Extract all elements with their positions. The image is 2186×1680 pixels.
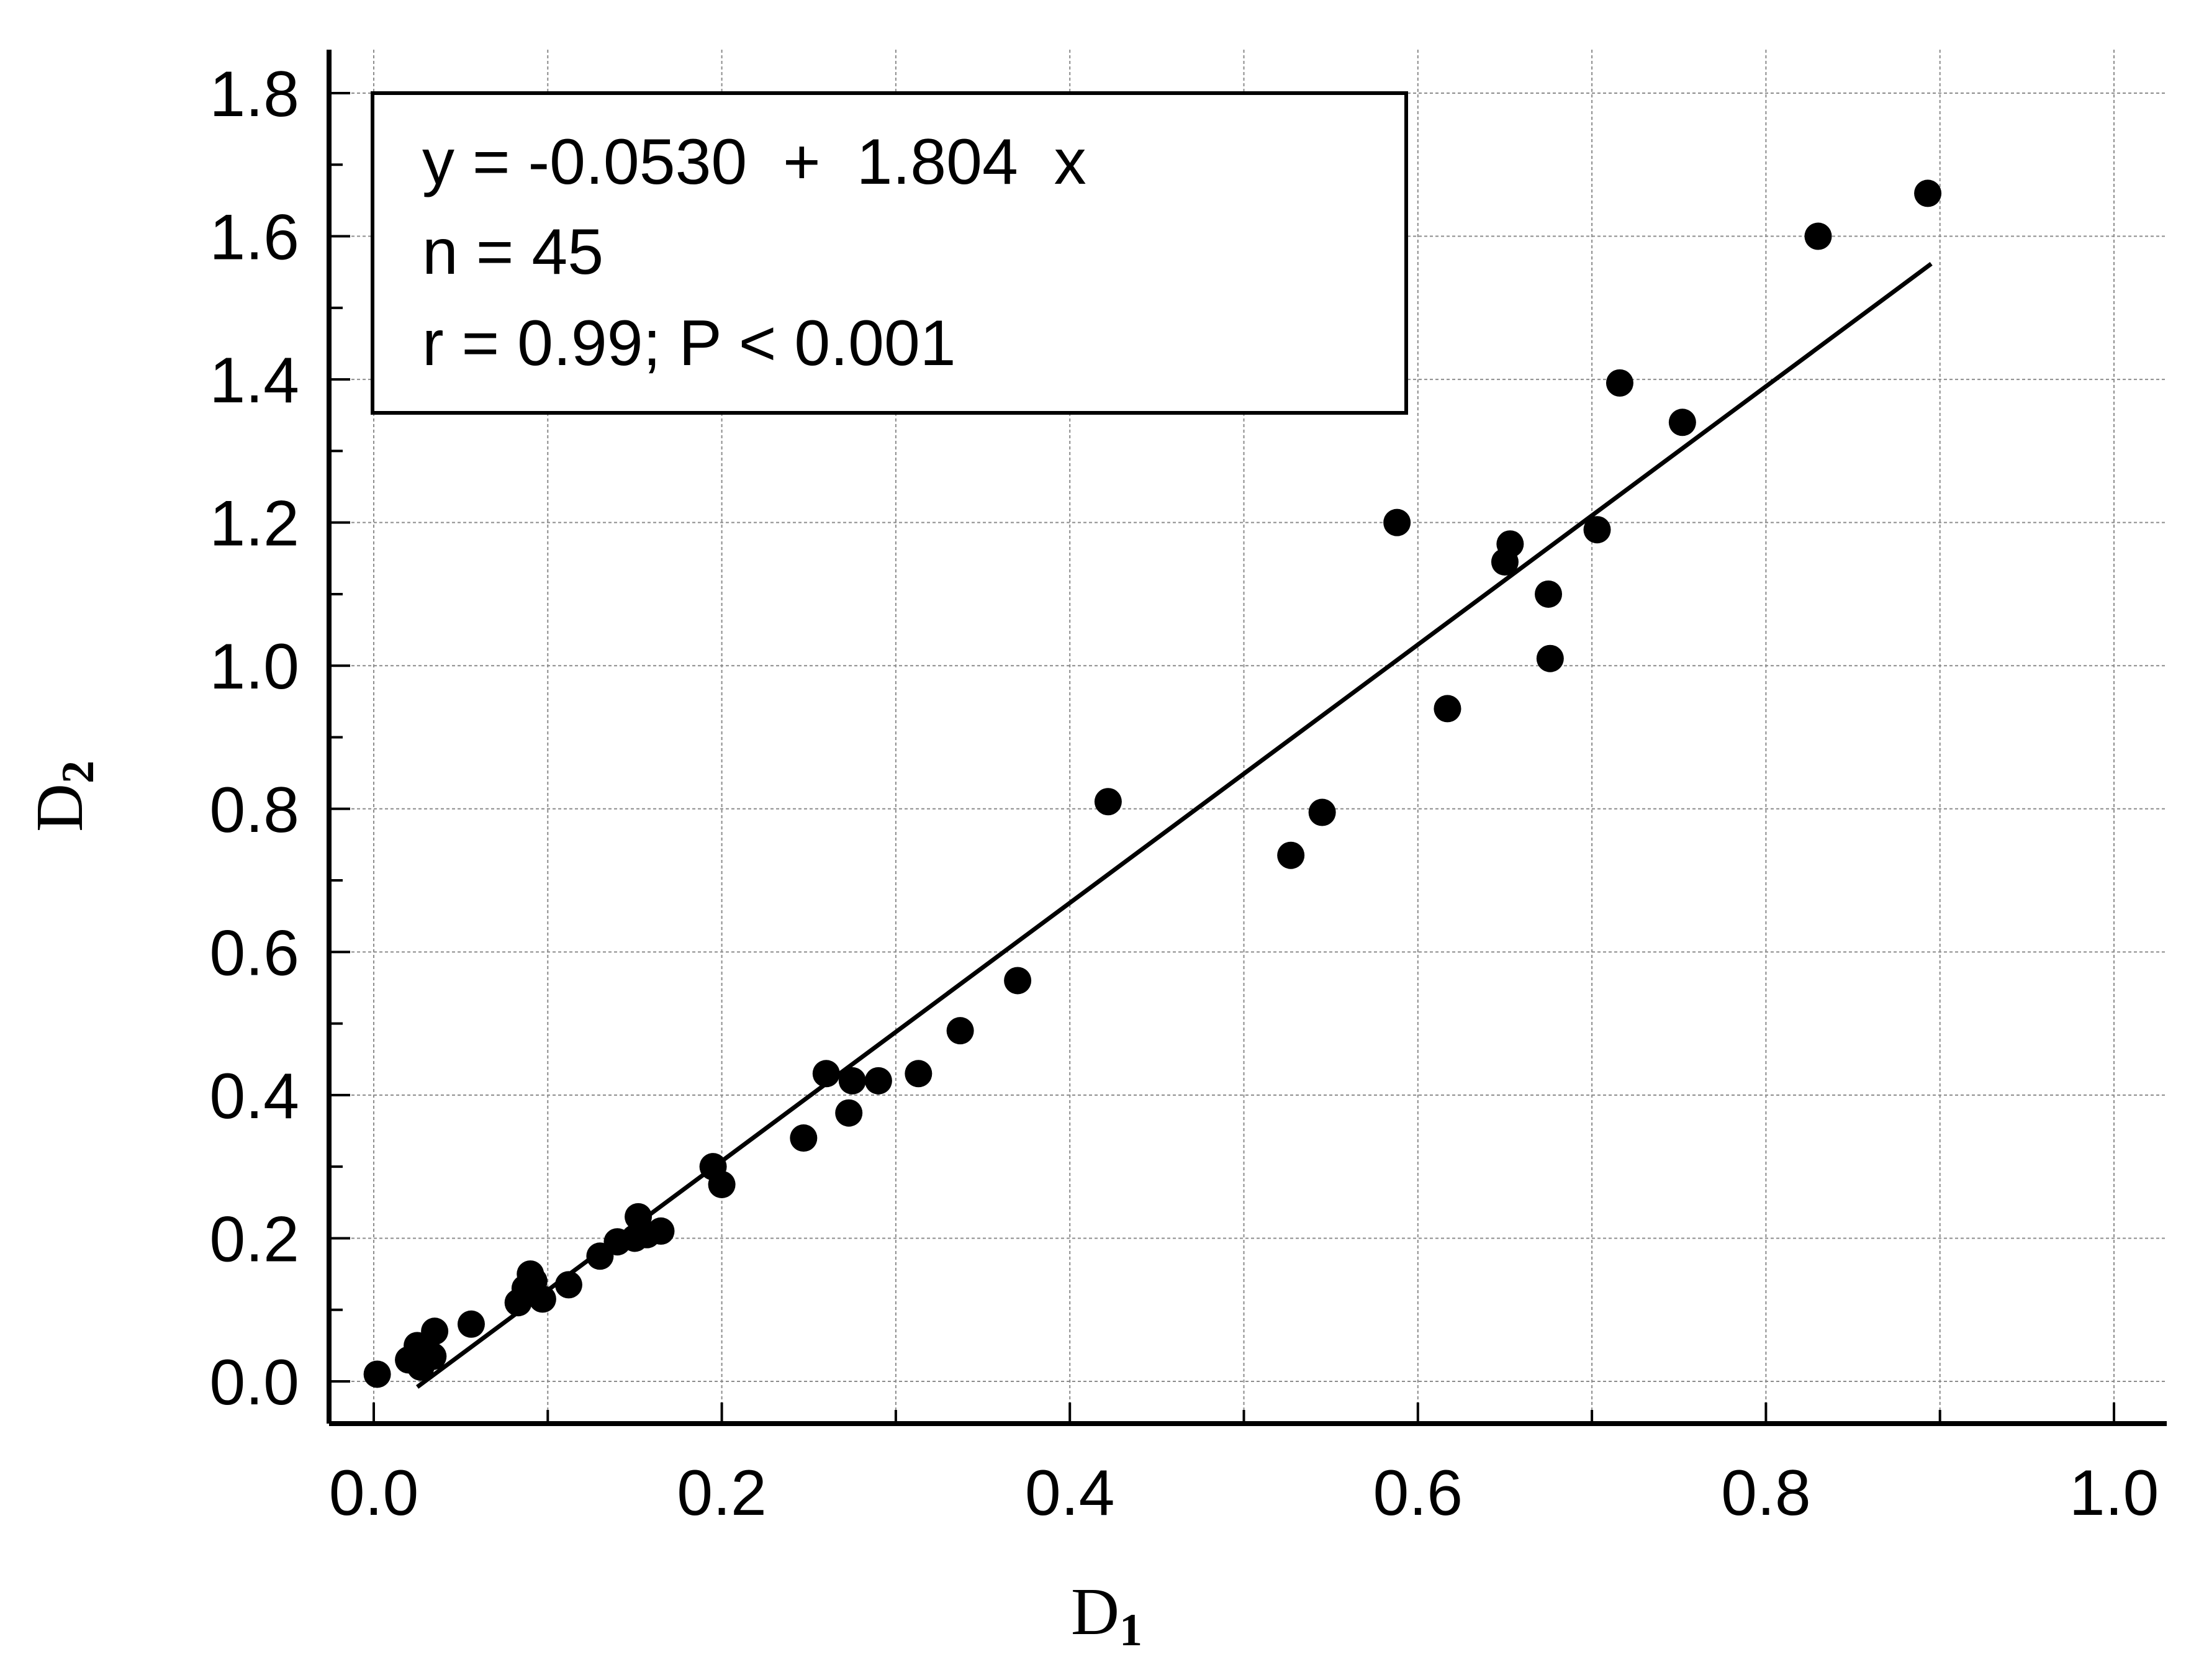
tick-labels: 0.0 0.2 0.4 0.6 0.8 1.0 0.0 0.2 0.4 0.6 0.8 1.0 1.2 1… [209, 58, 2159, 1529]
data-point [1535, 580, 1563, 608]
data-point [457, 1310, 485, 1338]
annotation-frame [371, 91, 1408, 415]
data-point [1804, 222, 1832, 250]
data-point [1536, 644, 1564, 672]
x-tick-label: 0.6 [1373, 1457, 1463, 1529]
correlation-line: r = 0.99; P < 0.001 [422, 307, 956, 379]
data-point [1277, 841, 1305, 869]
x-axis-title: D1 [1071, 1575, 1142, 1656]
data-point [864, 1067, 892, 1095]
data-point [1094, 788, 1122, 816]
data-point [528, 1285, 556, 1313]
data-point [790, 1124, 818, 1152]
data-point [554, 1271, 582, 1299]
y-tick-label: 0.8 [209, 774, 299, 846]
equation-line: y = -0.0530 + 1.804 x [422, 126, 1086, 198]
sample-size-line: n = 45 [422, 216, 603, 288]
data-point [812, 1060, 840, 1088]
x-tick-label: 0.0 [329, 1457, 419, 1529]
data-point [1606, 369, 1633, 397]
x-tick-label: 0.2 [677, 1457, 767, 1529]
axes [327, 50, 2167, 1426]
x-tick-label: 1.0 [2069, 1457, 2159, 1529]
y-tick-label: 1.6 [209, 202, 299, 274]
data-point [946, 1017, 974, 1045]
data-point [1496, 530, 1524, 558]
data-point [419, 1342, 447, 1370]
data-point [1434, 695, 1461, 723]
x-tick-label: 0.4 [1025, 1457, 1115, 1529]
y-tick-label: 1.4 [209, 345, 299, 417]
y-tick-label: 1.2 [209, 488, 299, 560]
regression-annotation-box: y = -0.0530 + 1.804 x n = 45 r = 0.99; P… [371, 91, 1408, 415]
data-point [421, 1317, 449, 1345]
x-tick-label: 0.8 [1721, 1457, 1811, 1529]
regression-line [415, 262, 1933, 1389]
y-tick-label: 0.4 [209, 1060, 299, 1132]
y-tick-label: 0.6 [209, 917, 299, 989]
y-tick-label: 0.2 [209, 1203, 299, 1275]
data-point [363, 1360, 391, 1388]
y-tick-label: 1.8 [209, 58, 299, 130]
data-points [363, 179, 1942, 1388]
regression-line-group [415, 262, 1933, 1389]
data-point [1668, 409, 1696, 436]
data-point [647, 1217, 675, 1245]
data-point [1914, 179, 1942, 207]
data-point [905, 1060, 933, 1088]
data-point [1308, 798, 1336, 826]
y-axis-title: D2 [23, 761, 104, 832]
data-point [1004, 967, 1032, 995]
data-point [838, 1067, 866, 1095]
data-point [1383, 508, 1411, 536]
data-point [835, 1099, 863, 1127]
y-tick-label: 0.0 [209, 1347, 299, 1419]
y-tick-label: 1.0 [209, 631, 299, 703]
data-point [708, 1170, 736, 1198]
data-point [1583, 516, 1611, 544]
